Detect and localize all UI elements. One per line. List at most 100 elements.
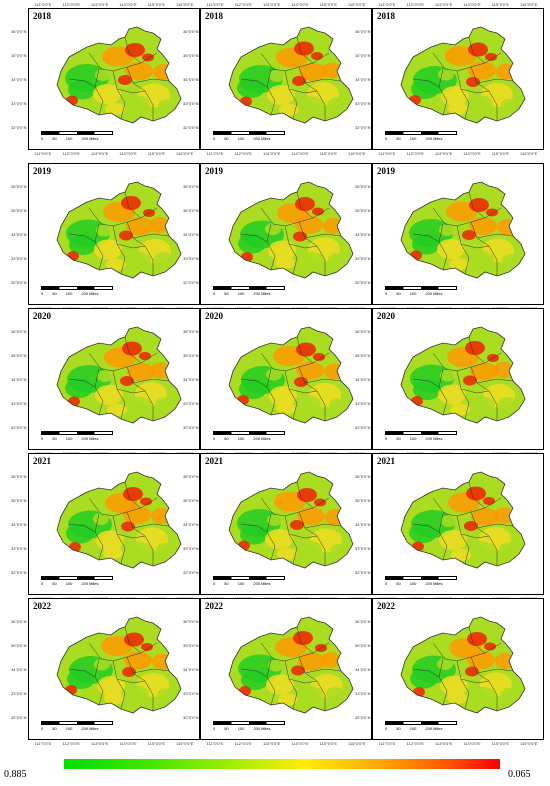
city-boundary [432,207,502,227]
value-patch [267,85,295,105]
scale-bar-label: 200 Miles [253,726,271,731]
map-panel: 2021111°0'0"E112°0'0"E113°0'0"E114°0'0"E… [355,453,544,601]
coordinate-tick-label: 116°0'0"E [348,741,366,746]
coordinate-tick-label: 34°0'0"N [355,231,371,237]
city-boundary [412,523,440,533]
city-boundary [438,223,448,271]
coordinate-tick-label: 113°0'0"E [91,741,109,746]
city-boundary [132,378,170,384]
scale-bar-label: 200 Miles [253,136,271,141]
value-patch [448,102,468,115]
province-outline [400,471,526,569]
value-patch [139,352,151,360]
value-patch [121,196,141,210]
value-patch [441,515,457,527]
province-map [228,326,354,424]
coordinate-tick-label: 36°0'0"N [11,183,27,189]
province-outline [228,326,354,424]
value-patch [449,258,469,270]
city-boundary [94,658,104,706]
city-boundary [432,642,502,662]
coordinate-tick-label: 35°0'0"N [355,52,371,58]
province-outline [228,616,354,714]
coordinate-tick-label: 111°0'0"E [378,2,396,7]
scale-bar-label: 100 [409,136,417,141]
coordinate-tick-label: 113°0'0"E [435,2,453,7]
city-boundary [240,78,268,88]
value-patch [484,642,496,651]
city-boundary [266,223,276,271]
city-boundary [116,388,146,394]
latitude-ticks-left: 36°0'0"N 35°0'0"N 34°0'0"N 33°0'0"N 32°0'0"N [11,174,27,294]
city-boundary [68,523,96,533]
coordinate-tick-label: 114°0'0"E [119,151,137,156]
scale-bar-label: 50 [224,581,229,586]
value-patch [463,375,477,386]
city-boundary [112,515,126,565]
coordinate-tick-label: 36°0'0"N [183,618,199,624]
scale-bar: 0 50 100 200 Miles [41,131,113,141]
panel-year-label: 2019 [377,166,395,176]
coordinate-tick-label: 35°0'0"N [11,352,27,358]
scale-bar-graphic [385,721,457,725]
city-boundary [94,368,104,416]
city-boundary [296,481,314,509]
coordinate-tick-label: 33°0'0"N [355,690,371,696]
value-patch [450,403,470,416]
value-patch [94,658,110,671]
city-boundary [132,78,170,84]
coordinate-tick-label: 35°0'0"N [183,497,199,503]
scale-bar-label: 0 [385,726,388,731]
value-patch [157,688,175,703]
scale-bar-label: 200 Miles [81,581,99,586]
panel-year-label: 2019 [205,166,223,176]
value-patch [290,520,304,530]
coordinate-tick-label: 111°0'0"E [206,2,224,7]
scale-bar: 0 50 100 200 Miles [385,576,457,586]
value-patch [464,521,478,531]
map-panel: 2021111°0'0"E112°0'0"E113°0'0"E114°0'0"E… [183,453,372,601]
coordinate-tick-label: 112°0'0"E [62,2,80,7]
city-boundary [260,207,330,227]
latitude-ticks-left: 36°0'0"N 35°0'0"N 34°0'0"N 33°0'0"N 32°0'0"N [11,319,27,439]
scale-bar: 0 50 100 200 Miles [385,431,457,441]
coordinate-tick-label: 112°0'0"E [62,741,80,746]
value-patch [153,64,173,80]
value-patch [485,53,497,61]
coordinate-tick-label: 34°0'0"N [355,666,371,672]
map-panel: 2018 111°0'0"E 112°0'0"E 113°0'0"E 114°0'0"E… [183,2,372,156]
value-patch [123,251,151,269]
coordinate-tick-label: 34°0'0"N [11,666,27,672]
province-map [56,181,182,279]
city-boundary [288,88,318,94]
value-patch [95,69,111,81]
value-patch [311,52,323,60]
coordinate-tick-label: 34°0'0"N [183,376,199,382]
scale-bar-label: 100 [237,581,245,586]
coordinate-tick-label: 111°0'0"E [34,2,52,7]
panel-year-label: 2020 [205,311,223,321]
city-boundary [288,388,318,394]
value-patch [494,507,514,524]
value-patch [296,96,324,115]
coordinate-tick-label: 36°0'0"N [11,473,27,479]
coordinate-tick-label: 114°0'0"E [291,741,309,746]
panel-year-label: 2020 [377,311,395,321]
province-map [56,326,182,424]
longitude-ticks-top: 111°0'0"E 112°0'0"E 113°0'0"E 114°0'0"E 115°… [29,2,199,7]
scale-bar: 0 50 100 200 Miles [213,431,285,441]
coordinate-tick-label: 114°0'0"E [119,741,137,746]
scale-bar-label: 50 [396,726,401,731]
scale-bar-label: 0 [41,291,44,296]
scale-bar-graphic [385,431,457,435]
coordinate-tick-label: 35°0'0"N [183,52,199,58]
map-panel: 2022 111°0'0"E 112°0'0"E 113°0'0"E 114°0'0"E… [11,598,200,746]
province-map [400,616,526,714]
coordinate-tick-label: 111°0'0"E [378,151,396,156]
latitude-ticks-left: 36°0'0"N 35°0'0"N 34°0'0"N 33°0'0"N 32°0'0"N [11,464,27,584]
value-patch [279,104,299,116]
scale-bar-label: 100 [65,436,73,441]
city-boundary [296,191,314,219]
coordinate-tick-label: 116°0'0"E [348,2,366,7]
value-patch [95,385,123,405]
